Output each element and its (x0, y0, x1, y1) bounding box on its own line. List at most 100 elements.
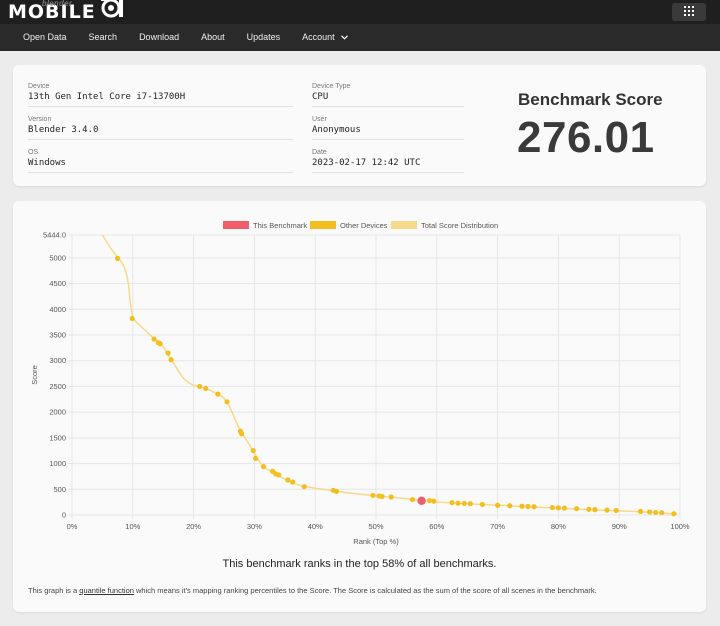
other-device-point (549, 504, 555, 511)
other-device-point (203, 385, 209, 392)
footnote-text-end: which means it's mapping ranking percent… (133, 586, 597, 595)
x-tick-label: 100% (670, 522, 690, 531)
nav-search[interactable]: Search (88, 32, 118, 42)
nav-account[interactable]: Account (291, 24, 359, 51)
logo-subtitle: blender (42, 0, 73, 8)
other-device-point (647, 509, 653, 515)
other-device-point (519, 503, 525, 509)
other-device-point (151, 336, 157, 342)
chevron-down-icon (340, 35, 348, 40)
other-device-point (168, 357, 174, 363)
rank-caption: This benchmark ranks in the top 58% of a… (222, 558, 497, 570)
other-device-point (333, 488, 340, 494)
site-logo[interactable]: blender MOBILE (8, 0, 125, 23)
nav-open-data[interactable]: Open Data (23, 32, 67, 42)
other-device-point (409, 496, 416, 503)
score-chart-card: 0% 10% 20% 30% 40% 50% 60% 70% 80% 90% 100% 0 500 100… (13, 201, 706, 612)
other-device-point (370, 492, 376, 499)
benchmark-score-title: Benchmark Score (518, 90, 663, 109)
other-device-point (495, 502, 501, 508)
other-device-point (276, 472, 282, 478)
date-field: Date 2023-02-17 12:42 UTC (312, 148, 464, 173)
other-device-point (613, 507, 619, 514)
other-device-point (592, 506, 598, 513)
user-label: User (312, 116, 327, 123)
other-device-point (637, 508, 644, 514)
x-tick-label: 50% (368, 522, 383, 531)
x-tick-label: 70% (490, 522, 505, 531)
version-value: Blender 3.4.0 (28, 124, 293, 140)
quantile-function-link[interactable]: quantile function (79, 586, 134, 595)
other-device-point (507, 503, 513, 509)
y-tick-label: 4000 (49, 305, 66, 314)
legend-total-distribution-label: Total Score Distribution (421, 221, 498, 230)
other-device-point (285, 477, 291, 483)
nav-updates[interactable]: Updates (246, 32, 281, 42)
benchmark-score-value: 276.01 (517, 113, 655, 162)
other-device-point (239, 431, 245, 437)
device-label: Device (28, 83, 50, 90)
score-distribution-line (101, 234, 678, 515)
y-tick-label: 3500 (49, 330, 66, 339)
logo-text: MOBILE (8, 1, 96, 23)
legend-other-devices-label: Other Devices (340, 221, 388, 230)
other-device-point (197, 383, 203, 390)
other-device-point (449, 500, 455, 506)
user-value: Anonymous (312, 124, 464, 140)
other-device-point (653, 509, 659, 516)
y-tick-label: 1500 (49, 433, 66, 442)
other-device-point (604, 507, 610, 513)
y-tick-label: 3000 (49, 356, 66, 365)
other-device-point (215, 391, 221, 397)
other-device-point (531, 504, 537, 510)
other-device-point (574, 505, 580, 512)
other-device-point (426, 497, 433, 504)
nav-about[interactable]: About (201, 32, 225, 42)
y-tick-label: 2000 (49, 408, 66, 417)
other-device-point (260, 464, 267, 470)
quantile-chart: 0% 10% 20% 30% 40% 50% 60% 70% 80% 90% 100% 0 500 100… (30, 221, 690, 546)
other-device-point (525, 503, 531, 510)
other-device-point (253, 455, 259, 462)
x-tick-label: 0% (67, 522, 78, 531)
version-field: Version Blender 3.4.0 (28, 115, 293, 140)
other-device-point (586, 506, 592, 512)
blender-logo-icon (99, 0, 125, 23)
other-device-point (290, 479, 296, 485)
device-type-field: Device Type CPU (312, 82, 464, 107)
device-value: 13th Gen Intel Core i7-13700H (28, 91, 293, 107)
grid-icon (684, 3, 694, 21)
y-tick-label: 500 (53, 485, 66, 494)
version-label: Version (28, 116, 52, 123)
other-device-point (461, 500, 467, 507)
apps-grid-button[interactable] (672, 3, 706, 21)
date-value: 2023-02-17 12:42 UTC (312, 157, 464, 173)
y-tick-label: 0 (62, 511, 66, 520)
other-device-point (157, 341, 163, 347)
x-tick-label: 20% (186, 522, 201, 531)
chart-footnote: This graph is a quantile function which … (28, 586, 597, 595)
legend-this-benchmark-label: This Benchmark (253, 221, 307, 230)
other-device-point (455, 500, 461, 506)
other-device-point (555, 505, 562, 511)
os-label: OS (28, 149, 39, 156)
legend-this-benchmark-swatch (223, 221, 249, 229)
x-tick-label: 80% (551, 522, 566, 531)
x-tick-label: 40% (308, 522, 323, 531)
other-device-point (301, 484, 307, 490)
other-device-point (250, 448, 256, 454)
os-value: Windows (28, 157, 293, 173)
other-device-point (431, 498, 437, 504)
y-axis-label: Score (30, 365, 39, 385)
device-type-value: CPU (312, 91, 464, 107)
other-device-point (659, 510, 665, 516)
nav-download[interactable]: Download (139, 32, 180, 42)
other-device-point (129, 315, 135, 322)
x-tick-label: 60% (429, 522, 444, 531)
y-tick-label: 2500 (49, 382, 66, 391)
other-device-point (479, 501, 485, 508)
y-tick-label: 1000 (49, 459, 66, 468)
nav-account-label: Account (302, 32, 335, 42)
top-header: blender MOBILE (0, 0, 720, 24)
other-device-point (388, 494, 394, 500)
